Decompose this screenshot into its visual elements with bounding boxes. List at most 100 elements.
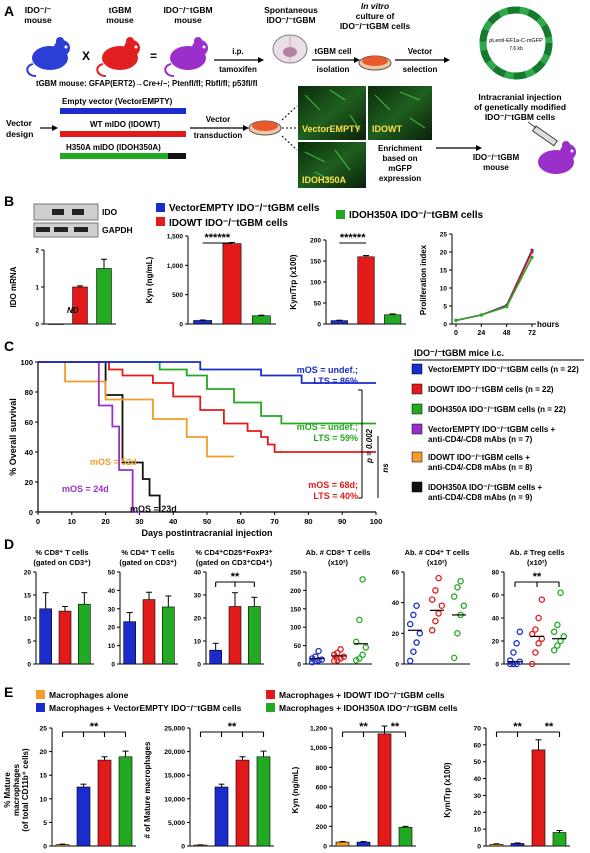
p-value-label: p = 0.002 xyxy=(365,428,374,464)
bar xyxy=(97,759,112,847)
y-tick-label: 0 xyxy=(181,844,185,851)
y-tick-label: 60 xyxy=(392,570,400,577)
legend-swatch xyxy=(411,481,423,493)
bar xyxy=(398,827,413,847)
plasmid-size: 7.6 kb xyxy=(509,46,523,52)
data-point xyxy=(352,638,360,646)
ns-label: ns xyxy=(381,463,390,473)
blot-ido xyxy=(33,203,99,221)
survival-annotation: mOS = 23d xyxy=(130,504,177,514)
significance-label: ** xyxy=(228,721,237,733)
y-tick-label: 2 xyxy=(35,248,39,255)
y-tick-label: 100 xyxy=(310,280,321,287)
micrograph-h350a-label: IDOH350A xyxy=(302,175,347,185)
enrichment-label: Enrichment xyxy=(378,144,422,153)
x-axis-label: Days postintracranial injection xyxy=(141,528,272,538)
intracranial-label: Intracranial injection xyxy=(478,92,561,102)
y-tick-label: 20 xyxy=(392,631,400,638)
enrichment-sublabel2: mGFP xyxy=(388,164,412,173)
y-tick-label: 40 xyxy=(473,776,481,783)
cross-symbol: X xyxy=(82,49,90,63)
y-tick-label: 50 xyxy=(473,759,481,766)
micrograph-h350a xyxy=(298,142,366,188)
significance-label: ** xyxy=(90,721,99,733)
data-point xyxy=(416,630,424,637)
blot-band xyxy=(52,209,64,215)
survival-annotation: LTS = 86% xyxy=(313,376,358,386)
series-point xyxy=(530,250,534,254)
genotype-text: tGBM mouse: GFAP(ERT2)→Cre+/−; Ptenfl/fl… xyxy=(36,79,257,88)
panel-a: A IDO⁻/⁻ mouse X tGBM mouse = xyxy=(4,1,576,188)
blot-band xyxy=(54,227,68,232)
x-tick-label: 10 xyxy=(68,517,76,526)
legend-wt-label: Macrophages + IDOWT IDO⁻/⁻tGBM cells xyxy=(279,690,445,700)
invitro-label: In vitro xyxy=(361,1,389,11)
arrowhead-icon xyxy=(258,57,264,63)
bar xyxy=(193,320,213,325)
data-point xyxy=(318,656,326,663)
data-point xyxy=(435,574,442,582)
survival-curve xyxy=(38,361,376,384)
d-title-4: Ab. # CD8⁺ T cells xyxy=(306,548,371,557)
y-tick-label: 25,000 xyxy=(164,726,185,733)
panel-c: C 0 20 40 60 80 100 0 10 20 30 40 50 60 70 80 90 100 Days… xyxy=(4,338,584,538)
data-point xyxy=(554,621,561,629)
data-point xyxy=(457,577,464,585)
y-tick-label: 20 xyxy=(108,625,116,632)
y-tick-label: 1,500 xyxy=(167,234,184,241)
y-tick-label: 25 xyxy=(39,726,47,733)
y-tick-label: 0 xyxy=(197,662,201,669)
micrograph-empty xyxy=(298,86,366,140)
y-tick-label: 20 xyxy=(473,810,481,817)
y-tick-label: 0 xyxy=(29,508,33,517)
d-title-4b: (x10²) xyxy=(328,558,349,567)
transduction-label: Vector xyxy=(206,115,230,124)
data-point xyxy=(406,620,414,628)
dashed-connector xyxy=(281,105,298,121)
data-point xyxy=(359,576,366,583)
invitro-sublabel1: culture of xyxy=(356,11,395,21)
data-point xyxy=(432,587,439,594)
bar xyxy=(552,832,567,847)
data-point xyxy=(438,602,446,609)
data-point xyxy=(428,596,436,603)
empty-vector-bar xyxy=(60,108,186,114)
legend-label: VectorEMPTY IDO⁻/⁻tGBM cells + xyxy=(428,425,556,434)
bar xyxy=(251,315,271,325)
blot-ido-label: IDO xyxy=(102,207,118,217)
panel-b-letter: B xyxy=(4,193,14,209)
legend-swatch-empty xyxy=(36,703,45,712)
wt-vector-bar xyxy=(60,131,186,137)
data-point xyxy=(413,639,420,646)
d-title-1b: (gated on CD3⁺) xyxy=(33,558,91,567)
intracranial-sublabel2: IDO⁻/⁻tGBM cells xyxy=(485,112,556,122)
d-title-3b: (gated on CD3⁺CD4⁺) xyxy=(196,558,273,567)
series-point xyxy=(530,255,534,259)
data-point xyxy=(315,657,322,664)
y-tick-label: 5 xyxy=(27,639,31,646)
d-title-5: Ab. # CD4⁺ T cells xyxy=(405,548,470,557)
spontaneous-label: Spontaneous xyxy=(264,5,318,15)
transduction-sublabel: transduction xyxy=(194,131,243,140)
micrograph-wt xyxy=(368,86,432,140)
data-point xyxy=(454,584,461,591)
data-point xyxy=(538,596,546,603)
y-tick-label: 30 xyxy=(473,793,481,800)
y-tick-label: 60 xyxy=(492,593,500,600)
arrowhead-icon xyxy=(354,57,360,63)
data-point xyxy=(435,610,442,617)
bar xyxy=(356,841,371,847)
y-tick-label: 20 xyxy=(440,250,448,257)
y-tick-label: 200 xyxy=(316,824,328,831)
bar xyxy=(39,608,52,665)
y-tick-label: 0 xyxy=(395,662,399,669)
y-tick-label: 10,000 xyxy=(164,796,185,803)
y-tick-label: 40 xyxy=(25,448,33,457)
data-point xyxy=(557,589,564,596)
y-tick-label: 60 xyxy=(25,418,33,427)
legend-swatch-wt xyxy=(156,217,165,226)
enrichment-sublabel3: expression xyxy=(379,174,421,183)
isolation-label: isolation xyxy=(317,65,350,74)
survival-annotation: mOS = 52d xyxy=(90,457,137,467)
